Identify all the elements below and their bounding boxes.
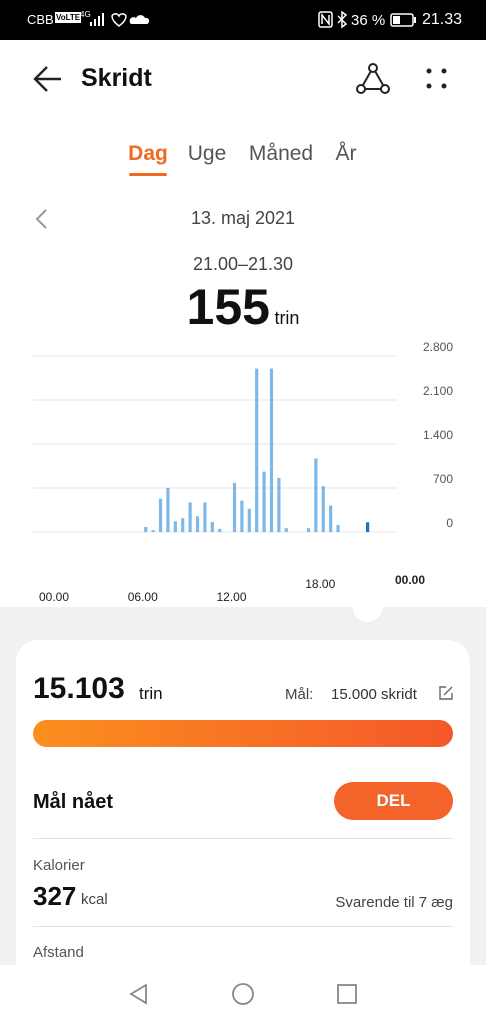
selected-readout: 155 trin [0,278,486,336]
tab[interactable]: Uge [187,142,227,165]
bar [151,530,155,532]
tab[interactable]: Dag [128,142,168,165]
calories-unit: kcal [81,891,108,908]
nav-back[interactable] [128,983,150,1005]
x-tick-label: 00.00 [39,590,69,604]
tab-indicator [129,173,167,176]
volte-badge: VoLTE [55,12,82,23]
y-tick-label: 2.800 [423,340,453,354]
tab[interactable]: År [335,142,357,165]
goal-progress-bar [33,720,453,747]
nav-home[interactable] [231,983,255,1007]
x-tick-label: 06.00 [128,590,158,604]
more-button[interactable] [424,66,450,92]
bar [366,522,370,532]
total-steps-unit: trin [139,684,163,703]
bar [306,528,311,532]
carrier: CBB [27,12,54,27]
y-tick-label: 0 [446,516,453,530]
bar [329,505,333,532]
share-route-button[interactable] [355,62,391,96]
goal-value: 15.000 skridt [331,686,417,703]
tab[interactable]: Måned [248,142,314,165]
bar [255,368,259,532]
goal-label: Mål: [285,686,314,703]
nfc-bt-icons [318,11,348,29]
selected-period: 21.00–21.30 [192,254,294,274]
selector-knob[interactable] [352,592,383,622]
calories-note: Svarende til 7 æg [335,894,453,911]
bar [173,521,177,532]
bar [218,528,222,532]
bar [195,516,200,532]
bar [284,528,288,532]
goal-status: Mål nået [33,791,114,813]
selected-unit: trin [274,308,300,328]
summary-card: 15.103 trin Mål: 15.000 skridt Mål nået … [16,640,470,965]
divider [33,838,453,839]
edit-goal-button[interactable] [438,685,454,701]
bar [158,498,163,532]
nav-recents[interactable] [336,983,358,1005]
bar [144,526,148,532]
calories-label: Kalorier [33,857,85,874]
bar [269,368,274,532]
battery-percent: 36 % [351,12,386,29]
y-tick-label: 2.100 [423,384,453,398]
network-type: 4G [80,10,91,19]
clock: 21.33 [422,11,463,28]
y-tick-label: 1.400 [423,428,453,442]
bar [314,458,318,532]
y-tick-label: 700 [433,472,453,486]
bar [336,525,340,532]
previous-day-button[interactable] [34,208,50,230]
steps-chart: 0 700 1.400 2.100 2.800 00.00 06.00 12.00 18.00 0… [33,340,453,622]
date-label: 13. maj 2021 [190,208,296,228]
bar [166,488,170,532]
bar [262,471,266,532]
bar [247,508,251,532]
battery-icon [390,13,416,27]
page-title: Skridt [81,64,152,92]
bar [203,502,207,532]
bar [181,518,185,532]
navigation-bar [0,965,486,1024]
divider [33,926,453,927]
bar [188,502,192,532]
back-button[interactable] [32,64,64,94]
calories-value: 327 [33,881,77,911]
selected-value: 155 [186,279,270,335]
x-tick-label: 00.00 [395,573,425,587]
status-icons [90,13,150,27]
share-button[interactable]: DEL [334,782,453,820]
bar [277,477,281,532]
bar [240,500,244,532]
x-tick-label: 12.00 [216,590,246,604]
bar [210,521,214,532]
distance-label: Afstand [33,944,84,961]
total-steps: 15.103 [33,672,125,705]
status-bar: CBB VoLTE 4G 36 % 21.33 [0,0,486,40]
x-tick-label: 18.00 [305,577,335,591]
bar [232,482,237,532]
bar [321,486,325,532]
